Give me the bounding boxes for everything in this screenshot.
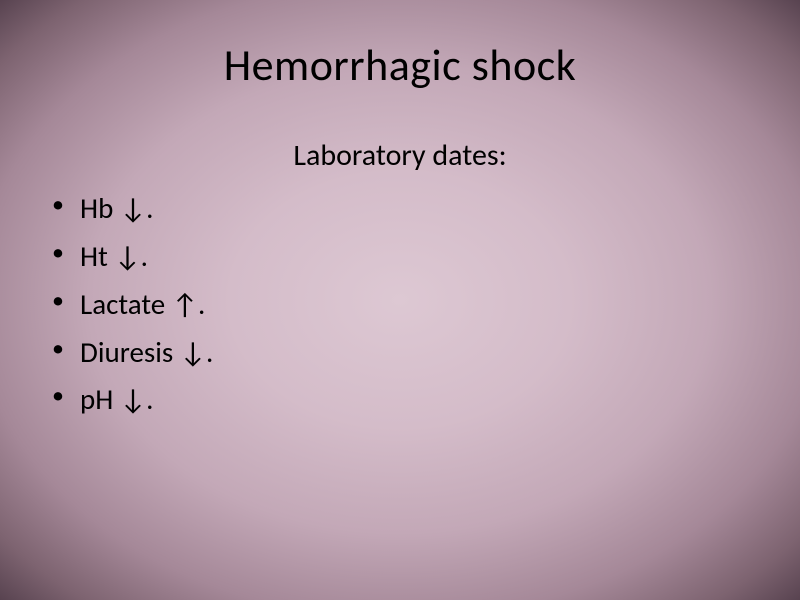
list-item: Hb ↓. — [52, 185, 748, 233]
list-item: Diuresis ↓. — [52, 329, 748, 377]
list-item: Lactate ↑. — [52, 281, 748, 329]
slide-title: Hemorrhagic shock — [0, 38, 800, 92]
list-item: pH ↓. — [52, 376, 748, 424]
bullet-list: Hb ↓. Ht ↓. Lactate ↑. Diuresis ↓. pH ↓. — [52, 185, 748, 424]
slide: Hemorrhagic shock Laboratory dates: Hb ↓… — [0, 0, 800, 600]
list-item: Ht ↓. — [52, 233, 748, 281]
slide-subtitle: Laboratory dates: — [0, 137, 800, 174]
